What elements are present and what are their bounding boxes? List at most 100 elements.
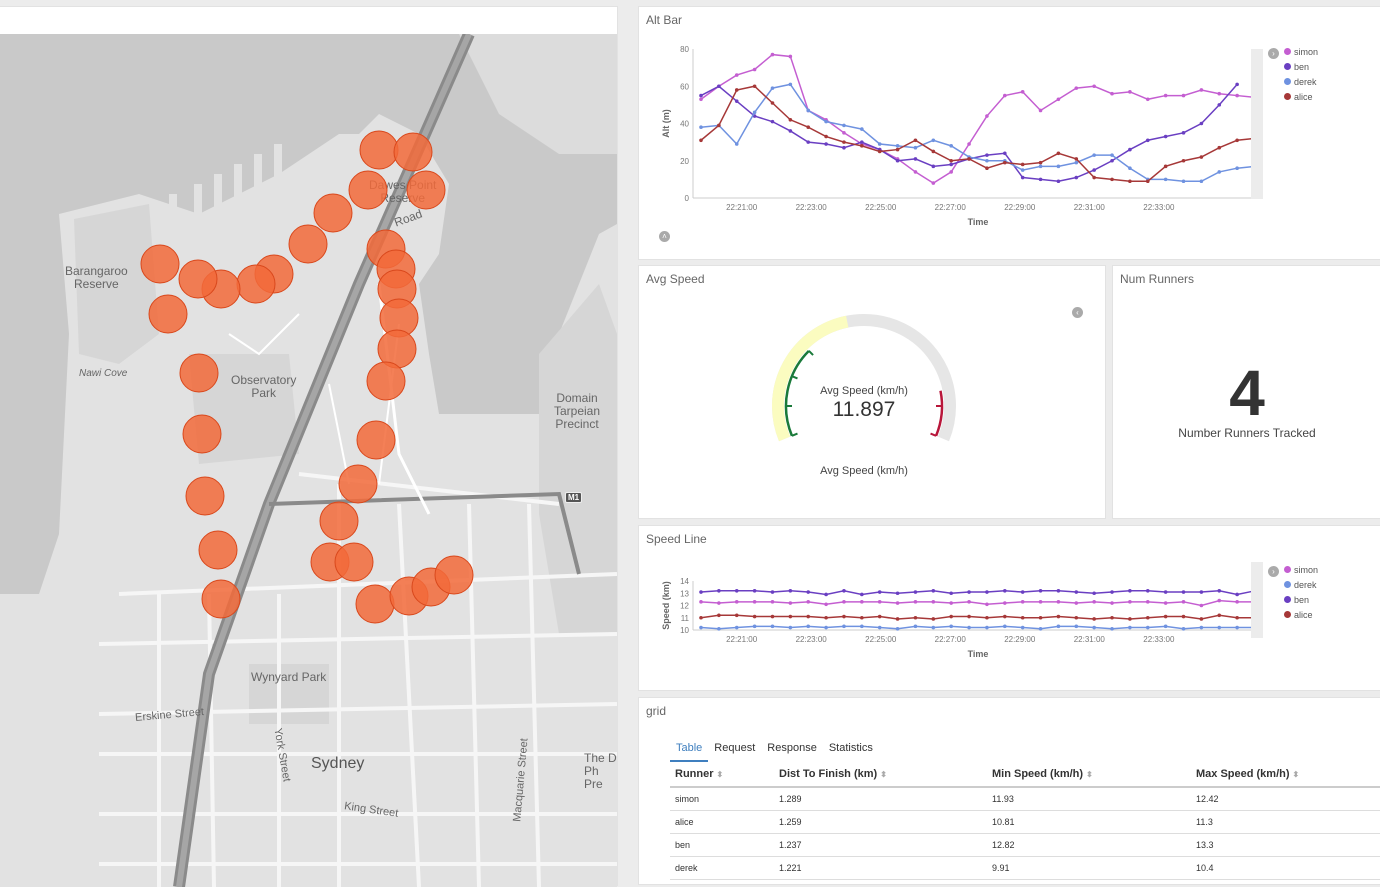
- data-point-ben[interactable]: [1057, 589, 1061, 593]
- legend-item-derek[interactable]: derek: [1284, 74, 1318, 89]
- data-point-simon[interactable]: [699, 97, 703, 101]
- data-point-simon[interactable]: [1110, 92, 1114, 96]
- data-point-derek[interactable]: [1110, 153, 1114, 157]
- data-point-derek[interactable]: [1092, 153, 1096, 157]
- data-point-alice[interactable]: [1146, 616, 1150, 620]
- map-marker[interactable]: [357, 421, 395, 459]
- data-point-ben[interactable]: [967, 590, 971, 594]
- series-line-derek[interactable]: [701, 84, 1255, 181]
- speed-line-chart[interactable]: 10 11 12 13 14 22:21:00 22:23:00 22:25:00 22:27:…: [639, 526, 1380, 692]
- data-point-alice[interactable]: [914, 616, 918, 620]
- data-point-simon[interactable]: [1182, 94, 1186, 98]
- data-point-simon[interactable]: [1235, 94, 1239, 98]
- data-point-simon[interactable]: [949, 170, 953, 174]
- map-marker[interactable]: [202, 580, 240, 618]
- data-point-simon[interactable]: [1217, 92, 1221, 96]
- data-point-derek[interactable]: [1092, 626, 1096, 630]
- data-point-alice[interactable]: [949, 615, 953, 619]
- data-point-derek[interactable]: [1235, 166, 1239, 170]
- data-point-alice[interactable]: [1039, 161, 1043, 165]
- legend-toggle-icon[interactable]: ›: [1268, 566, 1279, 577]
- data-point-simon[interactable]: [717, 601, 721, 605]
- chevron-up-icon[interactable]: ˄: [659, 231, 670, 242]
- data-point-ben[interactable]: [824, 142, 828, 146]
- legend-item-alice[interactable]: alice: [1284, 89, 1318, 104]
- legend-scrollbar[interactable]: [1251, 49, 1263, 199]
- data-point-ben[interactable]: [1074, 590, 1078, 594]
- map-marker[interactable]: [183, 415, 221, 453]
- data-point-ben[interactable]: [735, 99, 739, 103]
- data-point-simon[interactable]: [1235, 600, 1239, 604]
- map-marker[interactable]: [180, 354, 218, 392]
- tab-table[interactable]: Table: [670, 740, 708, 762]
- data-point-ben[interactable]: [842, 146, 846, 150]
- data-point-derek[interactable]: [878, 142, 882, 146]
- data-point-ben[interactable]: [1146, 589, 1150, 593]
- data-point-ben[interactable]: [860, 593, 864, 597]
- data-point-simon[interactable]: [932, 181, 936, 185]
- data-point-ben[interactable]: [1146, 138, 1150, 142]
- data-point-ben[interactable]: [771, 120, 775, 124]
- data-point-simon[interactable]: [1039, 600, 1043, 604]
- data-point-alice[interactable]: [789, 118, 793, 122]
- data-point-ben[interactable]: [735, 589, 739, 593]
- data-point-simon[interactable]: [1110, 601, 1114, 605]
- data-point-alice[interactable]: [967, 615, 971, 619]
- data-point-derek[interactable]: [824, 626, 828, 630]
- tab-response[interactable]: Response: [761, 740, 823, 762]
- data-point-derek[interactable]: [1182, 179, 1186, 183]
- data-point-ben[interactable]: [717, 589, 721, 593]
- data-point-alice[interactable]: [1164, 615, 1168, 619]
- data-point-simon[interactable]: [1003, 94, 1007, 98]
- data-point-simon[interactable]: [753, 68, 757, 72]
- data-point-simon[interactable]: [1128, 90, 1132, 94]
- data-point-simon[interactable]: [1021, 600, 1025, 604]
- sort-icon[interactable]: ⬍: [1293, 770, 1300, 779]
- data-point-ben[interactable]: [824, 593, 828, 597]
- data-point-ben[interactable]: [717, 84, 721, 88]
- data-point-simon[interactable]: [985, 114, 989, 118]
- data-point-alice[interactable]: [896, 148, 900, 152]
- data-point-alice[interactable]: [1110, 616, 1114, 620]
- data-point-simon[interactable]: [1092, 600, 1096, 604]
- data-point-alice[interactable]: [717, 124, 721, 128]
- data-point-alice[interactable]: [1128, 617, 1132, 621]
- data-point-alice[interactable]: [932, 617, 936, 621]
- map-marker[interactable]: [435, 556, 473, 594]
- data-point-simon[interactable]: [824, 602, 828, 606]
- map-marker[interactable]: [349, 171, 387, 209]
- data-point-ben[interactable]: [1164, 590, 1168, 594]
- series-line-alice[interactable]: [701, 615, 1255, 619]
- data-point-alice[interactable]: [806, 125, 810, 129]
- data-point-derek[interactable]: [753, 625, 757, 629]
- data-point-derek[interactable]: [1217, 626, 1221, 630]
- data-point-alice[interactable]: [699, 616, 703, 620]
- data-point-derek[interactable]: [1110, 627, 1114, 631]
- data-point-derek[interactable]: [789, 626, 793, 630]
- map-marker[interactable]: [237, 265, 275, 303]
- data-point-alice[interactable]: [896, 617, 900, 621]
- data-point-ben[interactable]: [771, 590, 775, 594]
- data-point-simon[interactable]: [949, 601, 953, 605]
- map-marker[interactable]: [320, 502, 358, 540]
- legend-scrollbar[interactable]: [1251, 562, 1263, 638]
- data-point-derek[interactable]: [914, 625, 918, 629]
- map-marker[interactable]: [339, 465, 377, 503]
- data-point-simon[interactable]: [1074, 601, 1078, 605]
- data-point-alice[interactable]: [932, 150, 936, 154]
- data-point-alice[interactable]: [1021, 163, 1025, 167]
- column-header-runner[interactable]: Runner ⬍: [670, 764, 774, 787]
- data-point-ben[interactable]: [932, 165, 936, 169]
- map-marker[interactable]: [314, 194, 352, 232]
- data-point-alice[interactable]: [1182, 159, 1186, 163]
- data-point-alice[interactable]: [824, 135, 828, 139]
- data-point-ben[interactable]: [896, 159, 900, 163]
- data-point-ben[interactable]: [1182, 131, 1186, 135]
- data-point-derek[interactable]: [878, 626, 882, 630]
- data-point-ben[interactable]: [842, 589, 846, 593]
- data-point-derek[interactable]: [735, 142, 739, 146]
- data-point-simon[interactable]: [1164, 94, 1168, 98]
- data-point-alice[interactable]: [789, 615, 793, 619]
- data-point-alice[interactable]: [1128, 179, 1132, 183]
- data-point-ben[interactable]: [985, 153, 989, 157]
